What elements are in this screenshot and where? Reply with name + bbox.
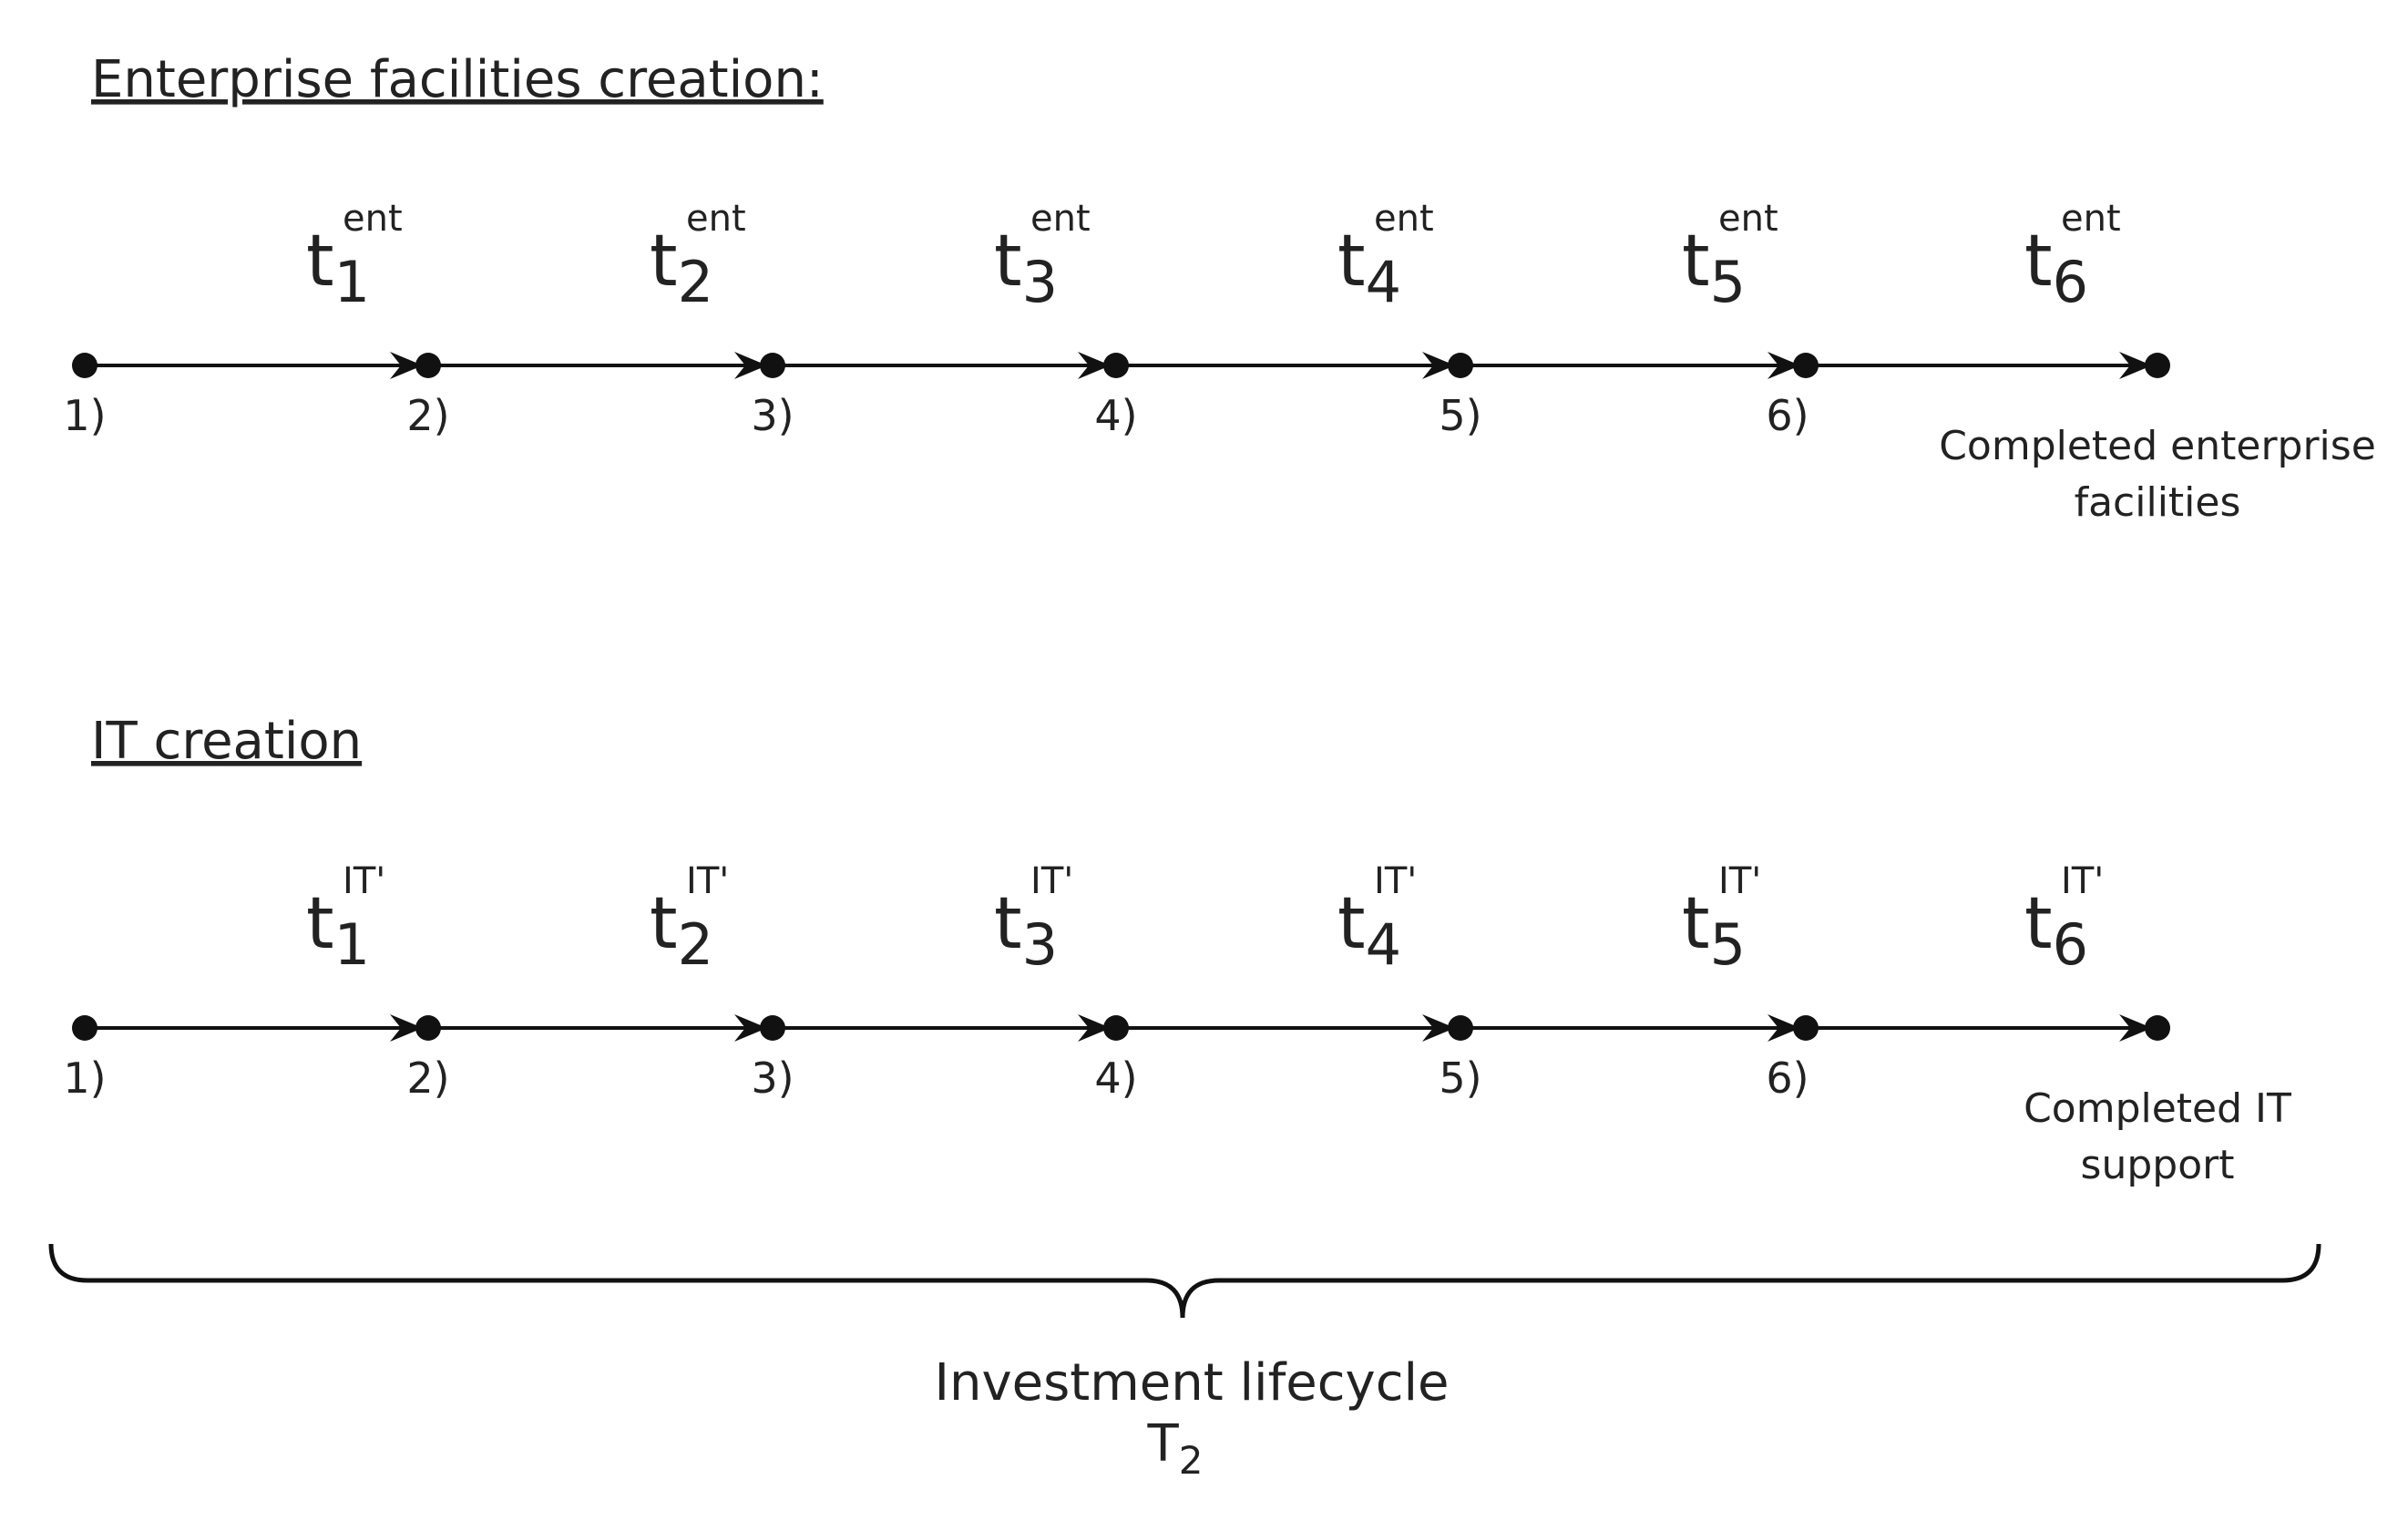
arrowhead — [734, 352, 767, 379]
timeline-point — [1448, 1015, 1473, 1041]
segment-label: t4 IT' — [1337, 860, 1417, 978]
arrowhead — [734, 1014, 767, 1042]
point-label: 4) — [1094, 1053, 1137, 1103]
segment-label: t4 ent — [1337, 198, 1434, 315]
point-label: 3) — [751, 1053, 794, 1103]
timeline-point — [1103, 1015, 1129, 1041]
timeline-point — [72, 1015, 97, 1041]
end-label: Completed enterprise — [1939, 423, 2376, 469]
segment-base: t — [1337, 221, 1366, 303]
segment-sup: IT' — [1374, 860, 1417, 902]
segment-sub: 3 — [1022, 249, 1058, 315]
brace — [48, 1243, 2321, 1319]
segment-sub: 3 — [1022, 911, 1058, 978]
point-label: 2) — [406, 1053, 449, 1103]
segment-sup: IT' — [686, 860, 729, 902]
arrowhead — [1768, 1014, 1800, 1042]
end-label: support — [2081, 1142, 2235, 1188]
timeline-point — [1448, 353, 1473, 378]
segment-base: t — [306, 221, 334, 303]
arrowhead — [1422, 1014, 1455, 1042]
arrowhead — [1078, 1014, 1111, 1042]
segment-sup: IT' — [2061, 860, 2104, 902]
point-label: 1) — [63, 391, 106, 440]
brace-symbol-sub: 2 — [1179, 1438, 1204, 1483]
segment-sub: 1 — [334, 911, 370, 978]
arrowhead — [390, 352, 423, 379]
segment-sup: ent — [1718, 198, 1778, 240]
segment-base: t — [1682, 883, 1710, 965]
brace-symbol-base: T — [1147, 1414, 1180, 1474]
segment-sub: 2 — [678, 249, 713, 315]
timeline-point — [2145, 353, 2170, 378]
segment-label: t6 IT' — [2024, 860, 2104, 978]
segment-sup: ent — [1030, 198, 1091, 240]
point-label: 6) — [1766, 391, 1809, 440]
section-title: Enterprise facilities creation: — [91, 50, 824, 109]
timeline-point — [415, 1015, 441, 1041]
segment-sub: 6 — [2053, 911, 2088, 978]
segment-base: t — [994, 883, 1022, 965]
segment-base: t — [1682, 221, 1710, 303]
segment-label: t5 ent — [1682, 198, 1778, 315]
segment-label: t2 ent — [650, 198, 746, 315]
point-label: 2) — [406, 391, 449, 440]
timeline-point — [760, 353, 785, 378]
segment-base: t — [650, 221, 678, 303]
brace-symbol: T2 — [1147, 1414, 1204, 1483]
timeline-point — [415, 353, 441, 378]
segment-sup: ent — [343, 198, 403, 240]
segment-sup: ent — [1374, 198, 1434, 240]
segment-sup: IT' — [1718, 860, 1761, 902]
segment-sub: 4 — [1366, 911, 1401, 978]
segment-sup: IT' — [1030, 860, 1073, 902]
segment-base: t — [2024, 883, 2053, 965]
segment-base: t — [1337, 883, 1366, 965]
segment-sup: ent — [686, 198, 746, 240]
segment-sub: 1 — [334, 249, 370, 315]
segment-sub: 4 — [1366, 249, 1401, 315]
point-label: 1) — [63, 1053, 106, 1103]
end-label: Completed IT — [2024, 1085, 2291, 1132]
timeline-point — [1793, 1015, 1819, 1041]
segment-sup: ent — [2061, 198, 2121, 240]
timeline-point — [1103, 353, 1129, 378]
segment-base: t — [650, 883, 678, 965]
segment-sub: 6 — [2053, 249, 2088, 315]
arrowhead — [2119, 352, 2152, 379]
arrowhead — [390, 1014, 423, 1042]
end-label: facilities — [2075, 479, 2241, 526]
segment-label: t3 IT' — [994, 860, 1073, 978]
segment-base: t — [2024, 221, 2053, 303]
segment-sub: 5 — [1710, 249, 1746, 315]
point-label: 6) — [1766, 1053, 1809, 1103]
segment-label: t1 IT' — [306, 860, 385, 978]
segment-sub: 5 — [1710, 911, 1746, 978]
timeline-point — [760, 1015, 785, 1041]
timeline-point — [2145, 1015, 2170, 1041]
point-label: 3) — [751, 391, 794, 440]
segment-sub: 2 — [678, 911, 713, 978]
arrowhead — [2119, 1014, 2152, 1042]
segment-label: t3 ent — [994, 198, 1091, 315]
segment-label: t5 IT' — [1682, 860, 1761, 978]
section-title: IT creation — [91, 712, 362, 771]
point-label: 5) — [1439, 1053, 1481, 1103]
timeline-point — [72, 353, 97, 378]
timeline-point — [1793, 353, 1819, 378]
brace-label: Investment lifecycle — [934, 1353, 1449, 1413]
segment-sup: IT' — [343, 860, 385, 902]
segment-label: t1 ent — [306, 198, 403, 315]
arrowhead — [1078, 352, 1111, 379]
arrowhead — [1422, 352, 1455, 379]
segment-label: t6 ent — [2024, 198, 2121, 315]
segment-label: t2 IT' — [650, 860, 729, 978]
point-label: 5) — [1439, 391, 1481, 440]
arrowhead — [1768, 352, 1800, 379]
segment-base: t — [306, 883, 334, 965]
point-label: 4) — [1094, 391, 1137, 440]
segment-base: t — [994, 221, 1022, 303]
